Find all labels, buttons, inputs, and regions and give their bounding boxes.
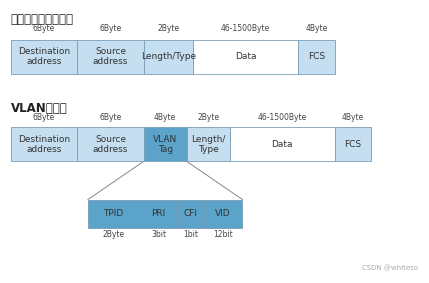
Text: 6Byte: 6Byte xyxy=(33,113,55,122)
Text: 12bit: 12bit xyxy=(213,230,233,239)
Text: 6Byte: 6Byte xyxy=(100,23,121,33)
Bar xyxy=(144,127,187,161)
Bar xyxy=(178,200,204,228)
Bar xyxy=(88,200,139,228)
Text: 4Byte: 4Byte xyxy=(305,23,327,33)
Text: Source
address: Source address xyxy=(93,47,128,66)
Text: FCS: FCS xyxy=(308,52,325,61)
Bar xyxy=(77,127,144,161)
Bar xyxy=(187,127,230,161)
Text: 46-1500Byte: 46-1500Byte xyxy=(257,113,307,122)
Bar xyxy=(335,127,371,161)
Text: 传统的以太网数据帧: 传统的以太网数据帧 xyxy=(11,13,74,26)
Text: 3bit: 3bit xyxy=(151,230,166,239)
Text: PRI: PRI xyxy=(151,209,166,218)
Text: 2Byte: 2Byte xyxy=(157,23,179,33)
Text: 6Byte: 6Byte xyxy=(33,23,55,33)
Text: Length/
Type: Length/ Type xyxy=(191,135,225,154)
Bar xyxy=(230,127,335,161)
Bar xyxy=(11,127,77,161)
Text: VID: VID xyxy=(215,209,231,218)
Text: 4Byte: 4Byte xyxy=(154,113,176,122)
Text: VLAN
Tag: VLAN Tag xyxy=(153,135,177,154)
Text: CFI: CFI xyxy=(184,209,198,218)
Bar xyxy=(204,200,242,228)
Text: 46-1500Byte: 46-1500Byte xyxy=(221,23,270,33)
Bar xyxy=(139,200,178,228)
Text: 1bit: 1bit xyxy=(184,230,198,239)
Bar xyxy=(11,40,77,74)
Text: TPID: TPID xyxy=(103,209,124,218)
Text: Destination
address: Destination address xyxy=(18,135,70,154)
Text: CSDN @whiteso: CSDN @whiteso xyxy=(362,265,418,272)
Text: Data: Data xyxy=(235,52,257,61)
Text: Length/Type: Length/Type xyxy=(141,52,196,61)
Text: Data: Data xyxy=(271,140,293,149)
Text: VLAN数据帧: VLAN数据帧 xyxy=(11,102,67,115)
Text: 2Byte: 2Byte xyxy=(103,230,125,239)
Bar xyxy=(144,40,193,74)
Text: 6Byte: 6Byte xyxy=(100,113,121,122)
Bar xyxy=(77,40,144,74)
Text: Destination
address: Destination address xyxy=(18,47,70,66)
Text: FCS: FCS xyxy=(344,140,361,149)
Text: 4Byte: 4Byte xyxy=(342,113,364,122)
Bar xyxy=(298,40,335,74)
Text: Source
address: Source address xyxy=(93,135,128,154)
Bar xyxy=(193,40,298,74)
Text: 2Byte: 2Byte xyxy=(197,113,219,122)
